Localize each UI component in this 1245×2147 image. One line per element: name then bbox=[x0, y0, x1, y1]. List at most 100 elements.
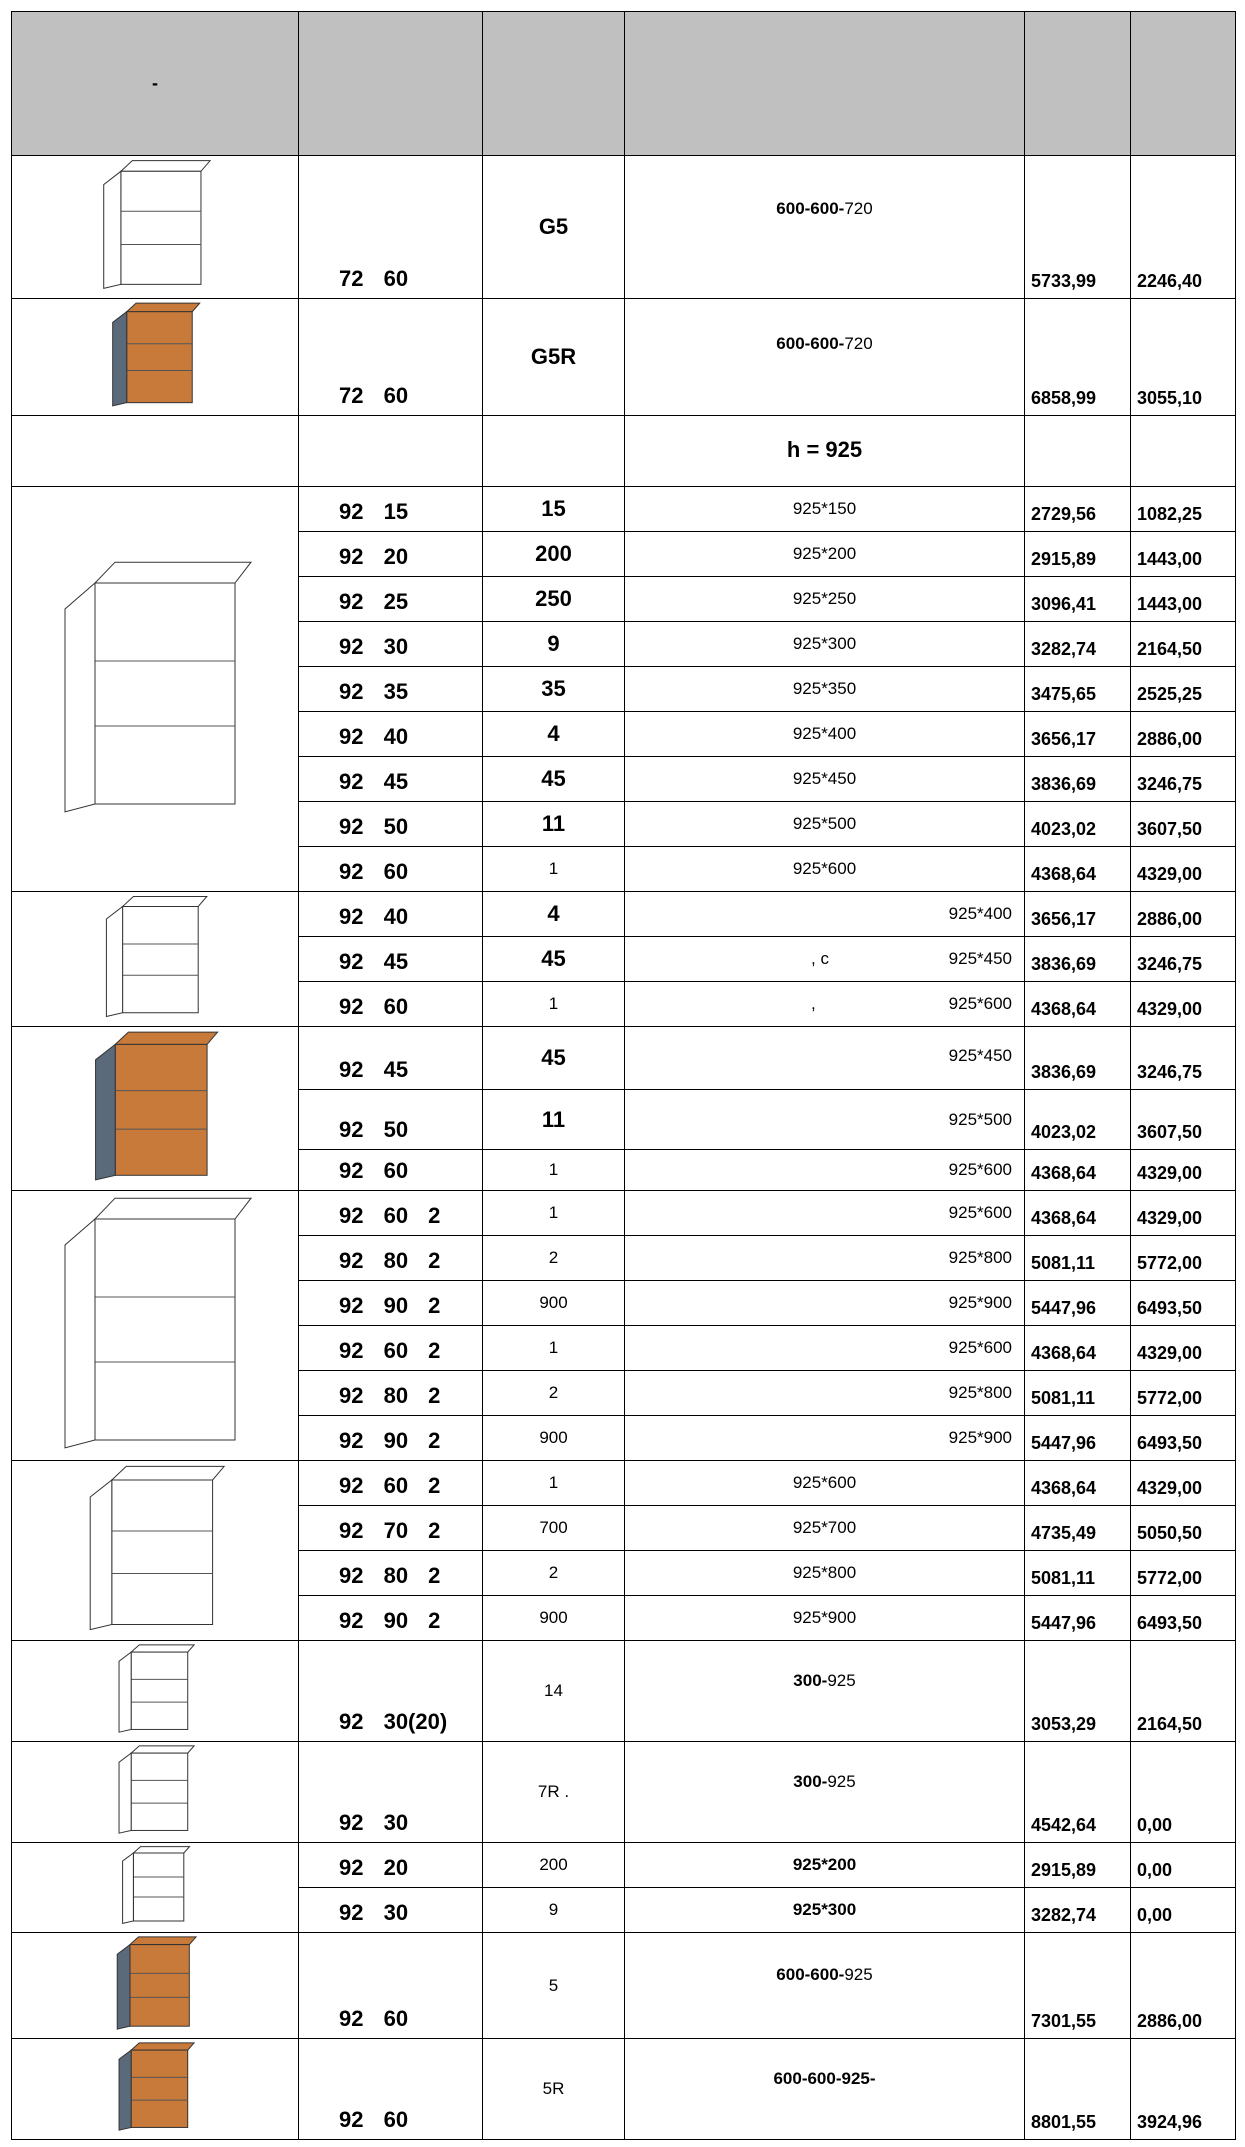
code-cell: 92 30 bbox=[298, 621, 483, 667]
price-cell: 2886,00 bbox=[1130, 1932, 1236, 2039]
image-cell bbox=[11, 155, 299, 299]
model-cell: 200 bbox=[482, 531, 625, 577]
model-cell: 5 bbox=[482, 1932, 625, 2039]
table-row: 92 80 2 2 925*800 5081,11 5772,00 bbox=[12, 1370, 1236, 1416]
table-row: 92 80 2 2 925*800 5081,11 5772,00 bbox=[12, 1235, 1236, 1281]
size-bold: 600-600- bbox=[776, 334, 845, 354]
model-cell: 2 bbox=[482, 1235, 625, 1281]
size-cell: 925*900 bbox=[624, 1595, 1025, 1641]
price-cell: 0,00 bbox=[1130, 1842, 1236, 1888]
price-cell: 3836,69 bbox=[1024, 936, 1131, 982]
price-cell: 2915,89 bbox=[1024, 531, 1131, 577]
size-text: 925*800 bbox=[792, 1563, 857, 1582]
code-cell: 92 90 2 bbox=[298, 1280, 483, 1326]
price-cell: 0,00 bbox=[1130, 1887, 1236, 1933]
size-text: 925*600 bbox=[948, 1203, 1012, 1222]
size-text: 720 bbox=[844, 334, 873, 354]
price-cell: 4329,00 bbox=[1130, 1149, 1236, 1191]
code-cell: 92 90 2 bbox=[298, 1415, 483, 1461]
price-cell: 2886,00 bbox=[1130, 891, 1236, 937]
cabinet-image bbox=[118, 1644, 195, 1733]
code-cell: 92 45 bbox=[298, 1026, 483, 1090]
table-row: 92 60 2 1 925*600 4368,64 4329,00 bbox=[12, 1325, 1236, 1371]
price-cell: 3282,74 bbox=[1024, 1887, 1131, 1933]
size-bold: 925*200 bbox=[792, 1855, 857, 1874]
code-cell bbox=[298, 415, 483, 487]
price-cell: 3282,74 bbox=[1024, 621, 1131, 667]
price-cell: 3246,75 bbox=[1130, 1026, 1236, 1090]
table-row: 92 90 2 900 925*900 5447,96 6493,50 bbox=[12, 1595, 1236, 1641]
table-row: 92 70 2 700 925*700 4735,49 5050,50 bbox=[12, 1505, 1236, 1551]
size-cell: 300-925 bbox=[624, 1741, 1025, 1843]
price-cell: 5081,11 bbox=[1024, 1235, 1131, 1281]
size-cell: 925*500 bbox=[624, 801, 1025, 847]
table-row: h = 925 bbox=[11, 415, 1236, 487]
image-cell bbox=[11, 1460, 299, 1641]
cabinet-image bbox=[112, 302, 202, 407]
model-cell: 2 bbox=[482, 1550, 625, 1596]
table-row: 92 60 1, 925*600 4368,64 4329,00 bbox=[12, 981, 1236, 1027]
price-cell: 5050,50 bbox=[1130, 1505, 1236, 1551]
model-cell: G5R bbox=[482, 298, 625, 416]
price-cell: 6493,50 bbox=[1130, 1595, 1236, 1641]
price-cell: 6858,99 bbox=[1024, 298, 1131, 416]
table-row: 92 30 9 925*300 3282,74 2164,50 bbox=[12, 621, 1236, 667]
model-cell: 35 bbox=[482, 666, 625, 712]
table-row: 92 60 5 600-600-925 7301,55 2886,00 bbox=[11, 1932, 1236, 2039]
table-row: 92 50 11 925*500 4023,02 3607,50 bbox=[12, 801, 1236, 847]
price-cell: 3607,50 bbox=[1130, 801, 1236, 847]
code-cell: 92 45 bbox=[298, 936, 483, 982]
price-cell: 5447,96 bbox=[1024, 1415, 1131, 1461]
cabinet-image bbox=[118, 1745, 195, 1834]
table-row: 92 60 1 925*600 4368,64 4329,00 bbox=[12, 846, 1236, 892]
cabinet-image bbox=[64, 1197, 253, 1449]
code-cell: 92 20 bbox=[298, 531, 483, 577]
header-cell bbox=[298, 11, 483, 156]
cabinet-image bbox=[64, 561, 253, 812]
size-cell: 600-600-720 bbox=[624, 298, 1025, 416]
size-bold: 600-600- bbox=[776, 1964, 845, 1984]
size-text: 925*900 bbox=[792, 1608, 857, 1627]
code-cell: 92 20 bbox=[298, 1842, 483, 1888]
price-cell: 1443,00 bbox=[1130, 576, 1236, 622]
price-cell: 3055,10 bbox=[1130, 298, 1236, 416]
price-cell: 2729,56 bbox=[1024, 486, 1131, 532]
price-cell: 4542,64 bbox=[1024, 1741, 1131, 1843]
size-text: 925*500 bbox=[948, 1109, 1012, 1129]
size-cell: 600-600-925 bbox=[624, 1932, 1025, 2039]
model-cell: 11 bbox=[482, 1089, 625, 1150]
code-cell: 92 60 2 bbox=[298, 1325, 483, 1371]
code-cell: 92 60 bbox=[298, 1932, 483, 2039]
table-row: 92 60 5R 600-600-925- 8801,55 3924,96 bbox=[11, 2038, 1236, 2140]
size-text: 925*450 bbox=[948, 949, 1012, 968]
model-cell: 200 bbox=[482, 1842, 625, 1888]
size-cell: 925*600 bbox=[624, 846, 1025, 892]
size-text: 925*500 bbox=[792, 814, 857, 833]
table-row: 92 45 45 925*450 3836,69 3246,75 bbox=[12, 756, 1236, 802]
price-cell: 3607,50 bbox=[1130, 1089, 1236, 1150]
price-cell: 5081,11 bbox=[1024, 1370, 1131, 1416]
size-cell: 925*700 bbox=[624, 1505, 1025, 1551]
model-cell: 7R . bbox=[482, 1741, 625, 1843]
size-note: , bbox=[811, 994, 816, 1013]
price-cell: 4368,64 bbox=[1024, 1460, 1131, 1506]
cabinet-image bbox=[103, 160, 211, 289]
price-cell: 2164,50 bbox=[1130, 621, 1236, 667]
price-cell: 6493,50 bbox=[1130, 1280, 1236, 1326]
price-cell: 3096,41 bbox=[1024, 576, 1131, 622]
price-table: - 72 60 G5 600-600-720 5733,99 2246,40 72 60… bbox=[11, 11, 1236, 2140]
model-cell: 1 bbox=[482, 1190, 625, 1236]
model-cell: 1 bbox=[482, 1460, 625, 1506]
code-cell: 92 60 bbox=[298, 846, 483, 892]
model-cell: 9 bbox=[482, 1887, 625, 1933]
image-cell bbox=[11, 298, 299, 416]
size-text: 925*400 bbox=[948, 904, 1012, 923]
price-cell: 5447,96 bbox=[1024, 1595, 1131, 1641]
code-cell: 92 30(20) bbox=[298, 1640, 483, 1742]
price-cell: 4329,00 bbox=[1130, 1190, 1236, 1236]
size-text: 925*250 bbox=[792, 589, 857, 608]
size-bold: h = 925 bbox=[786, 437, 863, 463]
size-cell: , 925*600 bbox=[624, 981, 1025, 1027]
price-cell: 3246,75 bbox=[1130, 756, 1236, 802]
